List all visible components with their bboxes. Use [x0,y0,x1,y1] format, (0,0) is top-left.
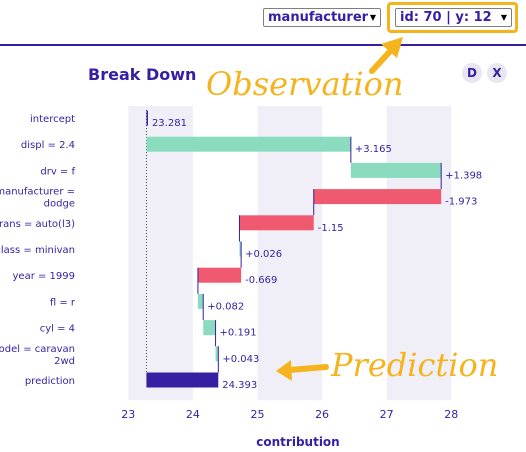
x-tick-label: 28 [444,408,458,421]
prediction-callout: Prediction [331,346,499,384]
row-label: trans = auto(l3) [0,219,75,230]
row-label: dodge [44,199,75,210]
grid-band [257,106,323,401]
x-tick-label: 27 [380,408,394,421]
variable-select[interactable]: manufacturer ▼ [263,8,381,27]
bar-prediction [146,372,219,388]
row-label: displ = 2.4 [21,140,75,151]
bar-positive [215,346,219,362]
panel-title: Break Down [88,65,197,84]
row-label: fl = r [50,297,76,308]
x-tick-label: 25 [250,408,264,421]
row-label: class = minivan [0,245,75,256]
x-tick-label: 26 [315,408,329,421]
observation-highlight-box [387,2,518,33]
value-label: +1.398 [445,170,482,181]
row-label: prediction [25,376,75,387]
row-label: manufacturer = [0,187,75,198]
x-axis-label: contribution [256,435,339,449]
observation-callout: Observation [206,65,404,103]
value-label: 23.281 [152,118,187,129]
bar-positive [239,241,242,257]
grid-band [128,106,193,401]
bar-negative [197,267,242,283]
variable-select-value: manufacturer [268,10,369,25]
toolbar-divider [0,44,526,46]
bar-negative [239,215,314,231]
value-label: +0.191 [220,328,257,339]
row-label: drv = f [40,166,75,177]
bar-positive [197,293,204,309]
row-label: intercept [30,114,75,125]
value-label: 24.393 [222,380,257,391]
bar-positive [146,136,351,152]
value-label: +0.082 [207,301,244,312]
value-label: -0.669 [245,275,277,286]
row-label: 2wd [54,356,75,367]
chevron-down-icon: ▼ [500,13,507,22]
bar-intercept [146,110,148,126]
bar-negative [313,189,442,205]
panel-close-button[interactable]: X [487,63,507,83]
chart-labels: 23 24 25 26 27 28 intercept 23.281 displ = 2.4 +3… [0,114,482,421]
value-label: +0.026 [245,249,282,260]
observation-select[interactable]: id: 70 | y: 12 ▼ [395,8,512,27]
value-label: -1.973 [445,197,477,208]
chevron-down-icon: ▼ [369,13,376,22]
bar-positive [203,320,216,336]
value-label: -1.15 [318,223,344,234]
row-label: cyl = 4 [40,324,75,335]
value-label: +3.165 [355,144,392,155]
row-label: year = 1999 [13,271,76,282]
x-tick-label: 23 [121,408,135,421]
row-label: model = caravan [0,344,75,355]
chart-grid [128,106,452,401]
observation-select-value: id: 70 | y: 12 [400,10,492,25]
bar-positive [350,162,442,178]
chart-bars [146,110,442,388]
value-label: +0.043 [222,354,259,365]
panel-button-d[interactable]: D [462,63,482,83]
x-tick-label: 24 [186,408,200,421]
grid-band [386,106,452,401]
